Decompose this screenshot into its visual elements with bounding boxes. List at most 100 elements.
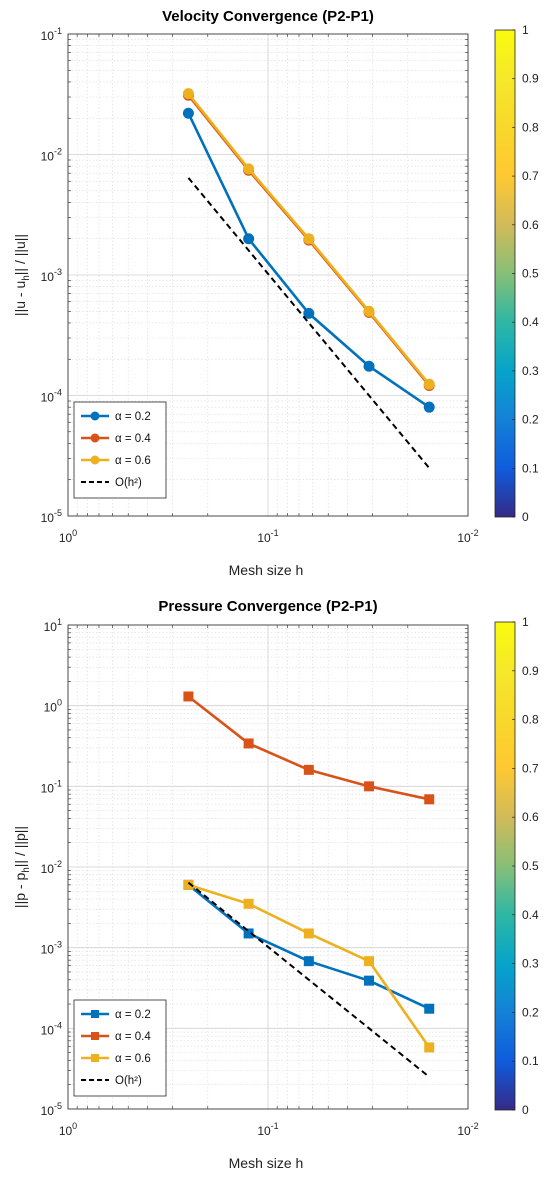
colorbar-tick-label: 1 <box>522 615 529 629</box>
y-tick-label-exponent: 0 <box>57 698 62 708</box>
colorbar-tick-label: 0.6 <box>522 218 539 232</box>
y-tick-label: 10-1 <box>41 26 62 43</box>
y-tick-label-base: 10 <box>41 150 55 164</box>
y-tick-label-base: 10 <box>41 1023 55 1037</box>
y-tick-label-base: 10 <box>41 391 55 405</box>
legend: α = 0.2 α = 0.4 α = 0.6 O(h²) <box>73 999 167 1097</box>
data-point <box>424 1003 435 1014</box>
x-tick-label-exponent: -1 <box>271 1121 279 1131</box>
colorbar-tick-label: 0.5 <box>522 267 539 281</box>
colorbar-tick-label: 0.7 <box>522 169 539 183</box>
data-point <box>183 879 194 890</box>
legend-marker <box>91 1032 99 1040</box>
x-tick-label: 10-1 <box>257 528 278 545</box>
data-point <box>424 794 435 805</box>
data-point <box>363 360 375 372</box>
x-tick-label-exponent: -1 <box>271 528 279 538</box>
colorbar-tick-label: 0.2 <box>522 413 539 427</box>
x-tick-labels: 100 10-1 10-2 <box>59 1121 479 1138</box>
x-tick-label: 10-1 <box>257 1121 278 1138</box>
x-tick-labels: 100 10-1 10-2 <box>59 528 479 545</box>
colorbar-tick-label: 0.1 <box>522 461 539 475</box>
legend-label: α = 0.4 <box>115 433 151 445</box>
data-point <box>303 307 315 319</box>
y-tick-label-exponent: -3 <box>54 267 62 277</box>
y-tick-label: 10-5 <box>41 1101 62 1118</box>
colorbar-tick-label: 0.8 <box>522 713 539 727</box>
y-tick-label-exponent: -5 <box>54 1101 62 1111</box>
y-tick-label-base: 10 <box>44 620 58 634</box>
legend-label: α = 0.6 <box>115 1053 151 1065</box>
y-tick-label-exponent: -3 <box>54 940 62 950</box>
data-point <box>424 1042 435 1053</box>
data-point <box>423 378 435 390</box>
colorbar-tick-label: 0.4 <box>522 908 539 922</box>
x-tick-label-base: 10 <box>257 1124 271 1138</box>
colorbar-tick-labels: 0 0.1 0.2 0.3 0.4 0.5 0.6 0.7 0.8 0.9 1 <box>512 23 539 524</box>
y-tick-labels: 10-510-410-310-210-1 <box>41 26 62 525</box>
legend-marker <box>91 1010 99 1018</box>
colorbar-tick-label: 0 <box>522 1103 529 1117</box>
legend-label: α = 0.6 <box>115 455 151 467</box>
data-point <box>303 928 314 939</box>
series-marks <box>182 88 435 469</box>
y-tick-label: 10-3 <box>41 940 62 957</box>
data-point <box>183 691 194 702</box>
x-tick-label-base: 10 <box>457 1124 471 1138</box>
colorbar-tick-label: 0.8 <box>522 120 539 134</box>
plot-frame <box>67 624 469 1110</box>
x-tick-label-exponent: -2 <box>471 1121 479 1131</box>
y-tick-label: 10-3 <box>41 267 62 284</box>
y-tick-label: 10-4 <box>41 1020 62 1037</box>
colorbar-tick-label: 0.3 <box>522 957 539 971</box>
colorbar-tick-label: 0 <box>522 510 529 524</box>
x-axis-label: Mesh size h <box>229 1155 304 1171</box>
y-tick-label-base: 10 <box>41 29 55 43</box>
legend-marker <box>90 433 100 443</box>
data-point <box>243 738 254 749</box>
y-tick-label-base: 10 <box>41 862 55 876</box>
y-axis-label: ||u - uh|| / ||u|| <box>12 234 32 316</box>
legend-label: O(h²) <box>115 477 142 489</box>
y-tick-label-exponent: -2 <box>54 859 62 869</box>
y-tick-label: 10-1 <box>41 778 62 795</box>
y-tick-label-base: 10 <box>41 781 55 795</box>
x-tick-label-base: 10 <box>457 531 471 545</box>
chart-title: Pressure Convergence (P2-P1) <box>158 598 377 615</box>
x-axis-label: Mesh size h <box>229 562 304 578</box>
colorbar-tick-label: 1 <box>522 23 529 37</box>
legend-marker <box>90 455 100 465</box>
data-point <box>423 401 435 413</box>
velocity-chart: 100 10-1 10-2 10-510-410-310-210-1 Velocit… <box>12 8 539 578</box>
y-tick-label-exponent: -1 <box>54 26 62 36</box>
colorbar-tick-label: 0.6 <box>522 810 539 824</box>
colorbar-tick-label: 0.9 <box>522 664 539 678</box>
data-point <box>182 107 194 119</box>
colorbar: 0 0.1 0.2 0.3 0.4 0.5 0.6 0.7 0.8 0.9 1 <box>494 615 539 1117</box>
colorbar: 0 0.1 0.2 0.3 0.4 0.5 0.6 0.7 0.8 0.9 1 <box>494 23 539 524</box>
x-tick-label-exponent: 0 <box>72 528 77 538</box>
series-marks <box>183 691 435 1078</box>
data-point <box>364 781 375 792</box>
data-point <box>182 88 194 100</box>
x-tick-label-exponent: -2 <box>471 528 479 538</box>
x-tick-label: 100 <box>59 1121 77 1138</box>
data-point <box>243 233 255 245</box>
y-tick-label-base: 10 <box>41 1104 55 1118</box>
legend-marker <box>90 411 100 421</box>
series-line <box>187 881 430 1078</box>
colorbar-tick-label: 0.3 <box>522 364 539 378</box>
data-point <box>243 163 255 175</box>
legend-label: α = 0.4 <box>115 1031 151 1043</box>
data-point <box>243 928 254 939</box>
legend: α = 0.2 α = 0.4 α = 0.6 O(h²) <box>73 401 167 499</box>
data-point <box>303 956 314 967</box>
y-tick-label-base: 10 <box>41 270 55 284</box>
chart-title: Velocity Convergence (P2-P1) <box>162 8 374 25</box>
y-tick-label-exponent: -5 <box>54 508 62 518</box>
y-tick-label: 101 <box>44 617 62 634</box>
data-point <box>303 233 315 245</box>
